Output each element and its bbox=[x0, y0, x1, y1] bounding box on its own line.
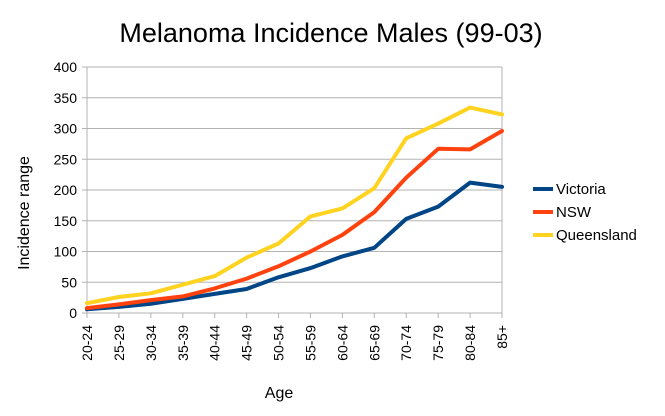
series-line-queensland bbox=[85, 105, 504, 306]
x-tick-label: 20-24 bbox=[79, 325, 95, 361]
series-line-nsw bbox=[85, 129, 504, 311]
y-tick-label: 350 bbox=[54, 90, 78, 106]
x-tick-label: 40-44 bbox=[207, 325, 223, 361]
x-tick-label: 75-79 bbox=[430, 325, 446, 361]
y-tick-label: 400 bbox=[54, 59, 78, 75]
x-tick-label: 80-84 bbox=[462, 325, 478, 361]
x-tick-label: 60-64 bbox=[334, 325, 350, 361]
grid bbox=[86, 66, 503, 314]
x-tick-label: 50-54 bbox=[271, 325, 287, 361]
x-tick-label: 70-74 bbox=[398, 325, 414, 361]
legend: Victoria NSW Queensland bbox=[533, 181, 637, 244]
x-axis-label: Age bbox=[265, 385, 294, 402]
legend-label-nsw: NSW bbox=[556, 204, 592, 221]
y-axis-label: Incidence range bbox=[16, 156, 33, 270]
y-axis-ticks: 0 50 100 150 200 250 300 350 400 bbox=[54, 59, 87, 321]
series-lines bbox=[85, 105, 504, 312]
chart-title: Melanoma Incidence Males (99-03) bbox=[119, 18, 542, 48]
x-tick-label: 55-59 bbox=[302, 325, 318, 361]
x-tick-label: 25-29 bbox=[111, 325, 127, 361]
legend-label-queensland: Queensland bbox=[556, 227, 637, 244]
y-tick-label: 200 bbox=[54, 182, 78, 198]
y-tick-label: 0 bbox=[69, 305, 77, 321]
legend-label-victoria: Victoria bbox=[556, 181, 606, 198]
y-tick-label: 300 bbox=[54, 121, 78, 137]
y-tick-label: 150 bbox=[54, 213, 78, 229]
x-tick-label: 30-34 bbox=[143, 325, 159, 361]
x-tick-label: 65-69 bbox=[366, 325, 382, 361]
y-tick-label: 250 bbox=[54, 151, 78, 167]
y-tick-label: 100 bbox=[54, 244, 78, 260]
x-tick-label: 85+ bbox=[494, 325, 510, 349]
x-tick-label: 45-49 bbox=[239, 325, 255, 361]
x-tick-label: 35-39 bbox=[175, 325, 191, 361]
y-tick-label: 50 bbox=[61, 274, 77, 290]
x-axis-ticks: 20-24 25-29 30-34 35-39 40-44 45-49 50-54 55-59… bbox=[79, 313, 510, 361]
series-line-victoria bbox=[85, 180, 504, 312]
